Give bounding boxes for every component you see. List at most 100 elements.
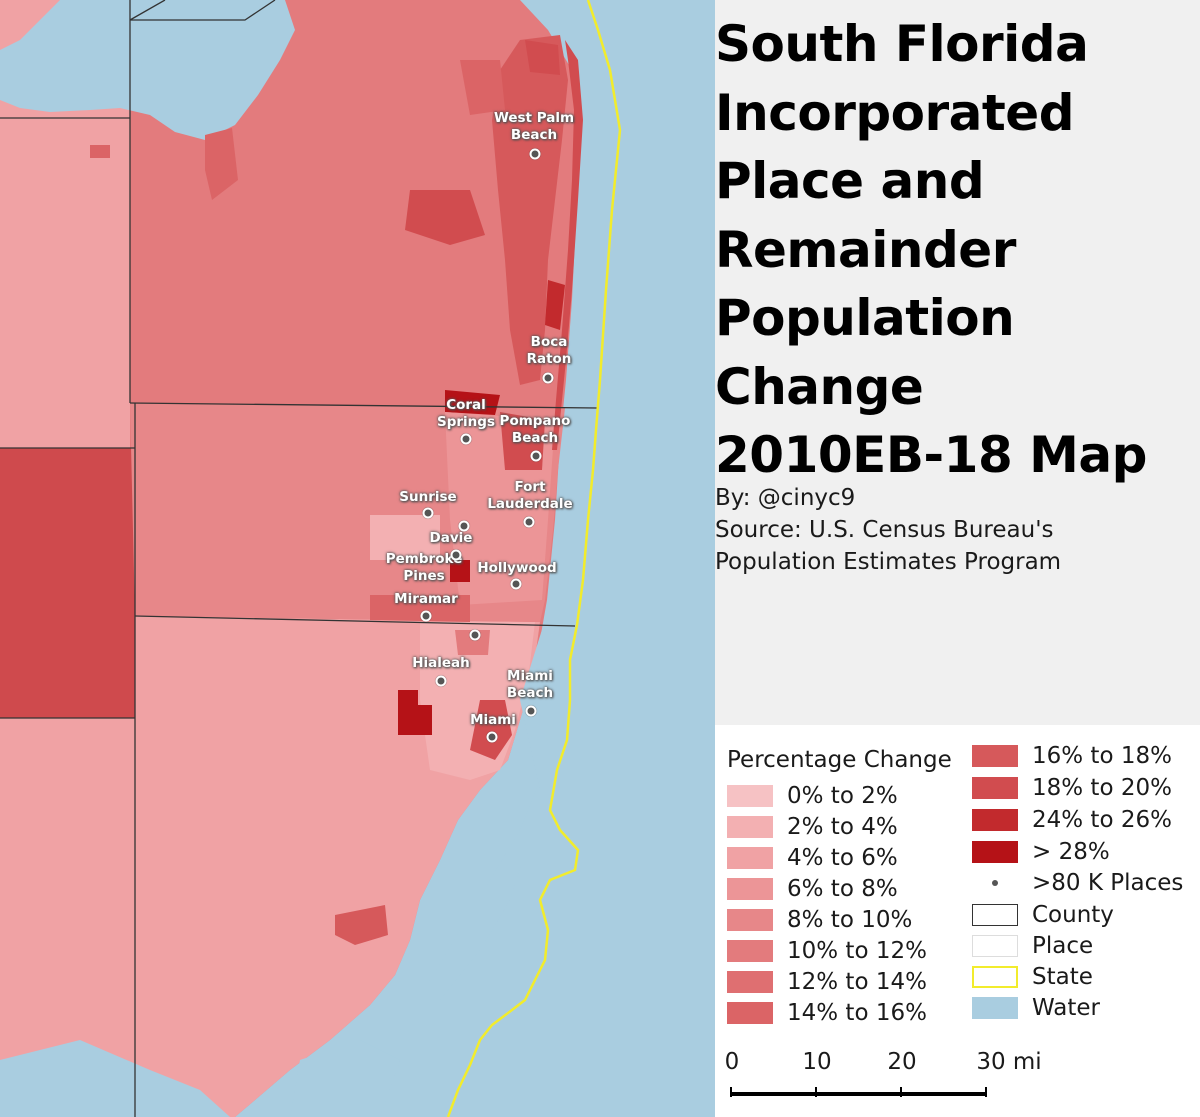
city-label-hialeah: Hialeah	[412, 655, 470, 671]
city-label-pembroke-pines: Pembroke Pines	[385, 551, 463, 584]
city-dot-pompano-beach[interactable]	[530, 450, 542, 462]
coral-springs-place	[445, 390, 500, 415]
source-line-2: Population Estimates Program	[715, 549, 1062, 575]
city-label-fort-lauderdale: Fort Lauderdale	[487, 479, 573, 512]
legend-item-2-4: 2% to 4%	[727, 814, 898, 840]
weston-place	[370, 515, 440, 560]
legend-item-county: County	[972, 902, 1114, 928]
city-dot-miami-beach[interactable]	[525, 705, 537, 717]
city-label-pompano-beach: Pompano Beach	[499, 413, 571, 446]
belle-glade-place	[205, 128, 238, 200]
city-label-boca-raton: Boca Raton	[526, 334, 572, 367]
city-dot-coral-springs[interactable]	[460, 433, 472, 445]
city-dot-hialeah[interactable]	[435, 675, 447, 687]
city-dot-north-miami[interactable]	[469, 629, 481, 641]
legend-label-12-14: 12% to 14%	[787, 969, 927, 995]
legend-item-0-2: 0% to 2%	[727, 783, 898, 809]
city-label-miramar: Miramar	[394, 591, 458, 607]
legend-label-state: State	[1032, 964, 1093, 990]
legend-label-gt-28: > 28%	[1032, 839, 1110, 865]
pembroke-pines-place	[450, 560, 470, 582]
lake-shore-marsh	[0, 0, 60, 50]
legend-label-2-4: 2% to 4%	[787, 814, 898, 840]
scale-label-0: 0	[724, 1049, 740, 1075]
city-dot-hollywood[interactable]	[510, 578, 522, 590]
miramar-place	[370, 595, 470, 622]
legend-item-16-18: 16% to 18%	[972, 743, 1172, 769]
hendry-county	[0, 448, 135, 718]
city-label-west-palm-beach: West Palm Beach	[493, 110, 575, 143]
wellington-place	[405, 190, 485, 245]
legend-item-state: State	[972, 964, 1093, 990]
legend-item-14-16: 14% to 16%	[727, 1000, 927, 1026]
scale-bar-graphic	[730, 1087, 987, 1097]
city-label-miami-beach: Miami Beach	[506, 668, 554, 701]
western-county-north	[0, 0, 130, 448]
scale-label-10: 10	[802, 1049, 832, 1075]
city-dot-fort-lauderdale[interactable]	[523, 516, 535, 528]
city-label-davie: Davie	[429, 530, 473, 546]
legend-label-16-18: 16% to 18%	[1032, 743, 1172, 769]
florida-bay-east	[290, 1040, 400, 1117]
palm-beach-place-2	[525, 40, 560, 75]
legend-label-24-26: 24% to 26%	[1032, 807, 1172, 833]
legend-label-4-6: 4% to 6%	[787, 845, 898, 871]
legend-title: Percentage Change	[727, 747, 952, 773]
city-dot-miramar[interactable]	[420, 610, 432, 622]
city-label-sunrise: Sunrise	[399, 489, 457, 505]
legend-item-10-12: 10% to 12%	[727, 938, 927, 964]
pahokee-place	[90, 145, 110, 158]
legend-swatch-12-14	[727, 971, 773, 993]
legend-label-10-12: 10% to 12%	[787, 938, 927, 964]
city-dot-miami[interactable]	[486, 731, 498, 743]
legend-swatch-water	[972, 997, 1018, 1019]
map-legend: Percentage Change 0% to 2% 2% to 4% 4% t…	[715, 725, 1200, 1035]
legend-item-water: Water	[972, 995, 1100, 1021]
legend-item-place: Place	[972, 933, 1093, 959]
legend-item-places: >80 K Places	[972, 870, 1183, 896]
legend-swatch-2-4	[727, 816, 773, 838]
city-dot-boca-raton[interactable]	[542, 372, 554, 384]
western-county-south	[0, 718, 135, 1117]
city-label-hollywood: Hollywood	[477, 560, 557, 576]
legend-label-18-20: 18% to 20%	[1032, 775, 1172, 801]
homestead-place	[335, 905, 388, 945]
legend-swatch-14-16	[727, 1002, 773, 1024]
palm-beach-urban	[492, 35, 568, 385]
legend-label-places: >80 K Places	[1032, 870, 1184, 896]
lake-okeechobee	[0, 0, 295, 140]
title-panel: South Florida Incorporated Place and Rem…	[715, 0, 1200, 725]
city-dot-davie[interactable]	[458, 520, 470, 532]
legend-swatch-6-8	[727, 878, 773, 900]
city-dot-west-palm-beach[interactable]	[529, 148, 541, 160]
legend-item-24-26: 24% to 26%	[972, 807, 1172, 833]
legend-item-4-6: 4% to 6%	[727, 845, 898, 871]
legend-item-12-14: 12% to 14%	[727, 969, 927, 995]
city-dot-sunrise[interactable]	[422, 507, 434, 519]
legend-label-14-16: 14% to 16%	[787, 1000, 927, 1026]
county-boundaries	[0, 0, 598, 1117]
legend-swatch-8-10	[727, 909, 773, 931]
map-canvas[interactable]: West Palm Beach Boca Raton Coral Springs…	[0, 0, 715, 1117]
source-line-1: Source: U.S. Census Bureau's	[715, 517, 1054, 543]
city-dot-pembroke-pines[interactable]	[450, 549, 462, 561]
barrier-islands	[552, 40, 583, 450]
legend-label-8-10: 8% to 10%	[787, 907, 913, 933]
biscayne-bay	[380, 620, 560, 1060]
scale-label-30: 30 mi	[976, 1049, 1042, 1075]
city-label-coral-springs: Coral Springs	[437, 397, 495, 430]
legend-swatch-24-26	[972, 809, 1018, 831]
scale-label-20: 20	[887, 1049, 917, 1075]
map-title: South Florida Incorporated Place and Rem…	[715, 15, 1147, 484]
legend-label-county: County	[1032, 902, 1114, 928]
legend-swatch-gt-28	[972, 841, 1018, 863]
florida-bay	[0, 1040, 230, 1117]
legend-item-6-8: 6% to 8%	[727, 876, 898, 902]
legend-item-8-10: 8% to 10%	[727, 907, 912, 933]
map-svg	[0, 0, 622, 1117]
legend-label-water: Water	[1032, 995, 1100, 1021]
palm-beach-place-1	[460, 60, 505, 115]
state-boundary	[446, 0, 622, 1117]
byline: By: @cinyc9	[715, 485, 856, 511]
palm-beach-place-3	[545, 280, 565, 330]
